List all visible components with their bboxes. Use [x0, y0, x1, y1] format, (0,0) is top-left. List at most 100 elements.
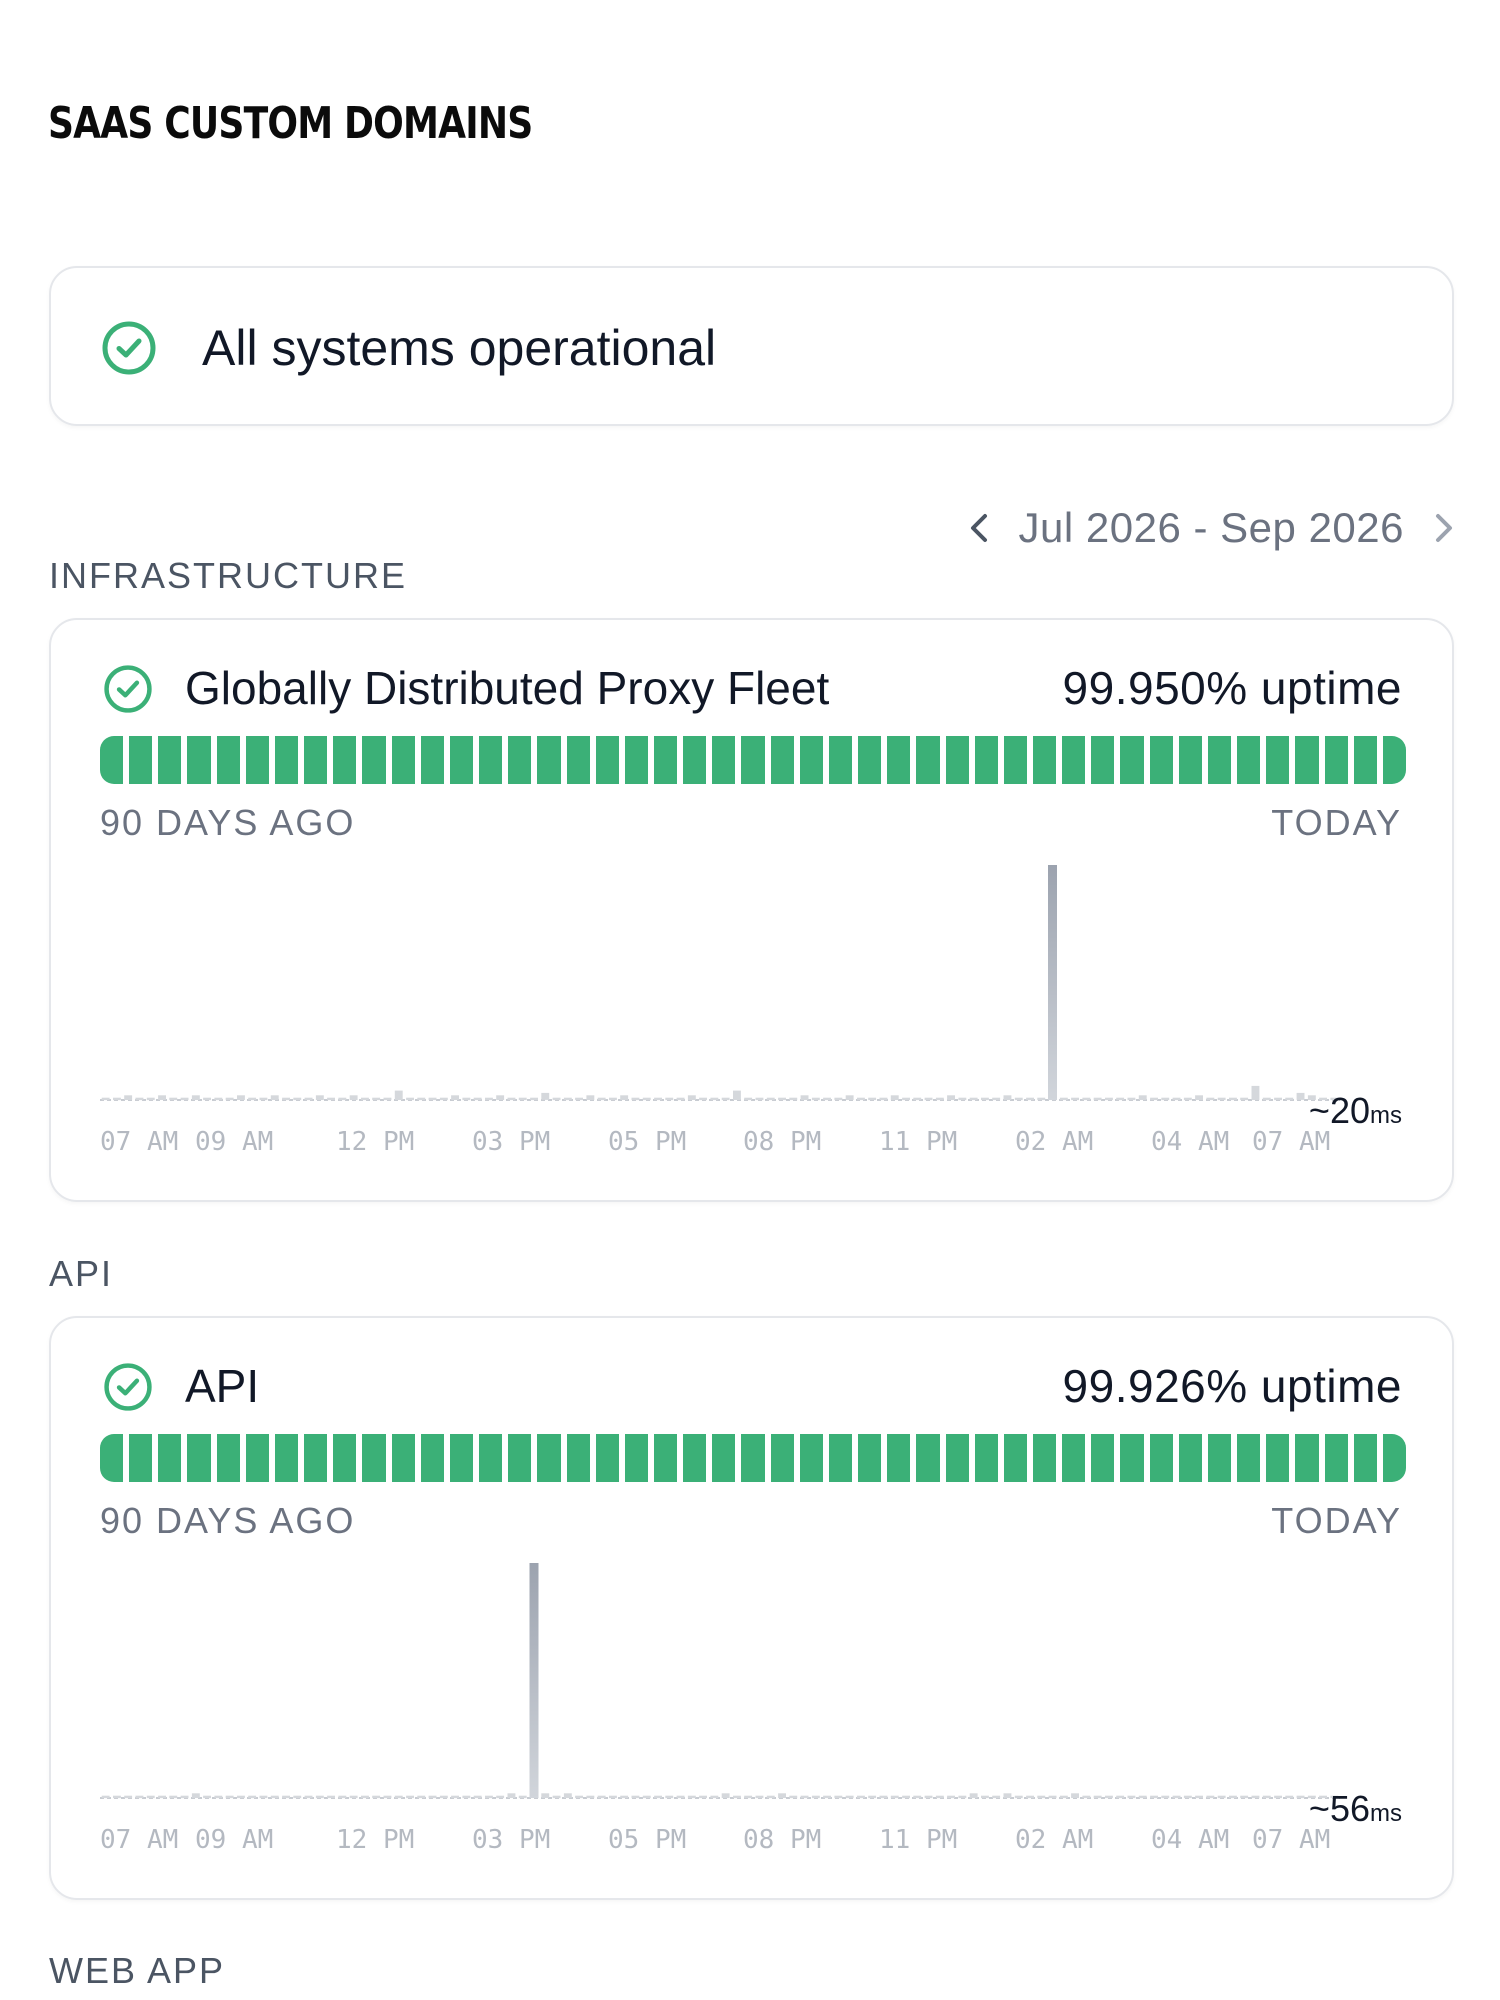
uptime-day-bar[interactable] — [1207, 1434, 1232, 1482]
uptime-day-bar[interactable] — [508, 736, 532, 784]
response-time-bar — [1217, 1097, 1226, 1101]
uptime-day-bar[interactable] — [449, 1434, 474, 1482]
uptime-day-bar[interactable] — [799, 736, 823, 784]
uptime-day-bar[interactable] — [420, 736, 444, 784]
uptime-day-bar[interactable] — [624, 736, 648, 784]
uptime-day-bar[interactable] — [1266, 736, 1290, 784]
time-axis-label: 11 PM — [879, 1825, 957, 1855]
uptime-day-bar[interactable] — [770, 736, 794, 784]
uptime-day-bar[interactable] — [333, 1434, 357, 1482]
uptime-day-bar[interactable] — [187, 736, 211, 784]
uptime-day-bar[interactable] — [245, 1434, 269, 1482]
uptime-day-bar[interactable] — [887, 736, 911, 784]
uptime-day-bar[interactable] — [1120, 736, 1144, 784]
response-time-bar — [1003, 1793, 1012, 1798]
uptime-day-bar[interactable] — [1091, 736, 1115, 784]
uptime-day-bar[interactable] — [100, 736, 124, 784]
uptime-day-bar[interactable] — [595, 736, 619, 784]
uptime-day-bar[interactable] — [1003, 736, 1027, 784]
uptime-day-bar[interactable] — [420, 1434, 444, 1482]
response-time-bar — [1161, 1795, 1170, 1799]
uptime-day-bar[interactable] — [653, 1434, 678, 1482]
uptime-day-bar[interactable] — [1178, 736, 1202, 784]
uptime-day-bar[interactable] — [1033, 1434, 1057, 1482]
uptime-day-bar[interactable] — [479, 1434, 503, 1482]
uptime-day-bar[interactable] — [858, 736, 882, 784]
uptime-day-bar[interactable] — [129, 1434, 153, 1482]
uptime-day-bar[interactable] — [391, 1434, 415, 1482]
uptime-day-bar[interactable] — [537, 736, 561, 784]
response-time-bar — [1319, 1097, 1327, 1101]
uptime-day-bar[interactable] — [449, 736, 474, 784]
uptime-day-bar[interactable] — [683, 736, 707, 784]
uptime-day-bar[interactable] — [683, 1434, 707, 1482]
uptime-day-bar[interactable] — [566, 736, 590, 784]
uptime-day-bar[interactable] — [1062, 736, 1086, 784]
uptime-day-bar[interactable] — [1382, 736, 1406, 784]
uptime-day-bar[interactable] — [974, 1434, 998, 1482]
uptime-day-bar[interactable] — [1353, 1434, 1377, 1482]
uptime-day-bar[interactable] — [1353, 736, 1377, 784]
uptime-day-bar[interactable] — [245, 736, 269, 784]
uptime-day-bar[interactable] — [333, 736, 357, 784]
uptime-day-bar[interactable] — [945, 1434, 969, 1482]
uptime-day-bar[interactable] — [274, 1434, 299, 1482]
uptime-day-bar[interactable] — [1091, 1434, 1115, 1482]
uptime-day-bar[interactable] — [566, 1434, 590, 1482]
uptime-day-bar[interactable] — [391, 736, 415, 784]
uptime-day-bar[interactable] — [1149, 736, 1173, 784]
uptime-day-bar[interactable] — [100, 1434, 124, 1482]
uptime-day-bar[interactable] — [362, 1434, 386, 1482]
uptime-day-bar[interactable] — [304, 736, 328, 784]
uptime-day-bar[interactable] — [712, 1434, 736, 1482]
uptime-day-bar[interactable] — [1266, 1434, 1290, 1482]
uptime-day-bar[interactable] — [1033, 736, 1057, 784]
uptime-day-bar[interactable] — [653, 736, 678, 784]
uptime-day-bar[interactable] — [945, 736, 969, 784]
uptime-day-bar[interactable] — [216, 1434, 240, 1482]
uptime-day-bar[interactable] — [1149, 1434, 1173, 1482]
uptime-day-bar[interactable] — [274, 736, 299, 784]
uptime-day-bar[interactable] — [887, 1434, 911, 1482]
uptime-day-bar[interactable] — [799, 1434, 823, 1482]
uptime-day-bar[interactable] — [537, 1434, 561, 1482]
uptime-day-bar[interactable] — [624, 1434, 648, 1482]
uptime-day-bar[interactable] — [508, 1434, 532, 1482]
uptime-day-bar[interactable] — [828, 1434, 853, 1482]
uptime-day-bar[interactable] — [158, 736, 182, 784]
uptime-day-bar[interactable] — [712, 736, 736, 784]
uptime-day-bar[interactable] — [828, 736, 853, 784]
uptime-day-bar[interactable] — [741, 736, 765, 784]
uptime-day-bar[interactable] — [1003, 1434, 1027, 1482]
uptime-day-bar[interactable] — [858, 1434, 882, 1482]
uptime-day-bar[interactable] — [129, 736, 153, 784]
uptime-day-bar[interactable] — [1295, 736, 1319, 784]
uptime-day-bar[interactable] — [916, 1434, 940, 1482]
response-time-bar — [744, 1097, 753, 1101]
uptime-day-bar[interactable] — [741, 1434, 765, 1482]
uptime-day-bar[interactable] — [216, 736, 240, 784]
uptime-day-bar[interactable] — [304, 1434, 328, 1482]
uptime-day-bar[interactable] — [1324, 736, 1348, 784]
chevron-right-icon[interactable] — [1426, 508, 1460, 548]
uptime-day-bar[interactable] — [1382, 1434, 1406, 1482]
response-time-bar — [383, 1795, 392, 1799]
uptime-day-bar[interactable] — [1237, 1434, 1261, 1482]
uptime-day-bar[interactable] — [1237, 736, 1261, 784]
uptime-day-bar[interactable] — [770, 1434, 794, 1482]
uptime-day-bar[interactable] — [1062, 1434, 1086, 1482]
uptime-day-bar[interactable] — [916, 736, 940, 784]
uptime-day-bar[interactable] — [187, 1434, 211, 1482]
uptime-day-bar[interactable] — [1324, 1434, 1348, 1482]
uptime-day-bar[interactable] — [1120, 1434, 1144, 1482]
uptime-day-bar[interactable] — [479, 736, 503, 784]
uptime-day-bar[interactable] — [158, 1434, 182, 1482]
chevron-left-icon[interactable] — [963, 508, 997, 548]
uptime-day-bar[interactable] — [1178, 1434, 1202, 1482]
uptime-day-bar[interactable] — [362, 736, 386, 784]
uptime-day-bar[interactable] — [1207, 736, 1232, 784]
uptime-day-bar[interactable] — [974, 736, 998, 784]
uptime-day-bar[interactable] — [595, 1434, 619, 1482]
time-axis-label: 12 PM — [336, 1825, 414, 1855]
uptime-day-bar[interactable] — [1295, 1434, 1319, 1482]
